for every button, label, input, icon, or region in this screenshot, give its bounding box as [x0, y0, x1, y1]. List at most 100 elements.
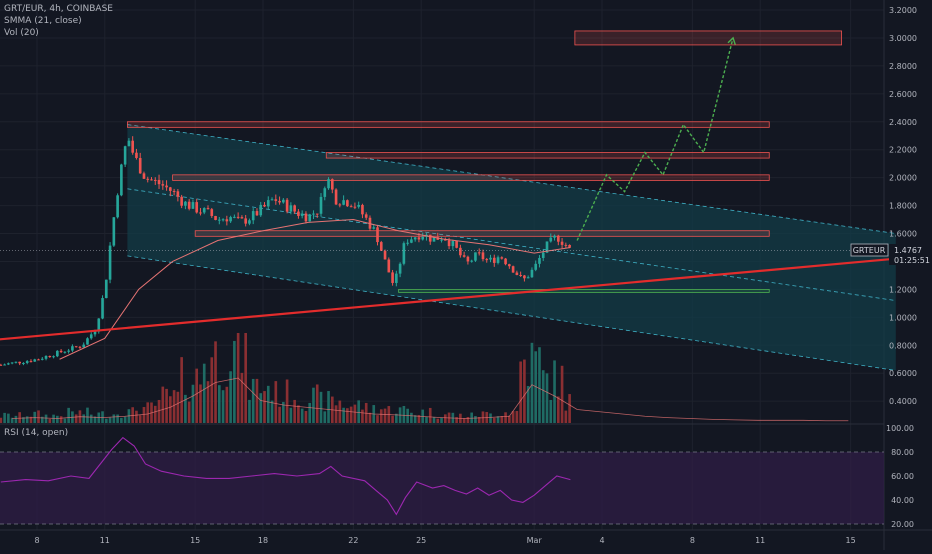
- candle-down[interactable]: [338, 204, 342, 206]
- candle-down[interactable]: [485, 259, 489, 261]
- candle-down[interactable]: [564, 244, 568, 246]
- candle-down[interactable]: [560, 241, 564, 245]
- candle-up[interactable]: [489, 257, 492, 260]
- candle-down[interactable]: [199, 212, 202, 214]
- candle-down[interactable]: [330, 179, 334, 190]
- candle-up[interactable]: [229, 217, 232, 222]
- candle-up[interactable]: [251, 211, 255, 221]
- candle-up[interactable]: [421, 236, 425, 240]
- candle-down[interactable]: [169, 187, 172, 191]
- candle-up[interactable]: [52, 356, 55, 358]
- candle-down[interactable]: [466, 256, 470, 262]
- candle-down[interactable]: [293, 205, 296, 212]
- trendline[interactable]: [0, 257, 896, 341]
- candle-down[interactable]: [206, 208, 210, 210]
- candle-down[interactable]: [455, 240, 458, 248]
- candle-up[interactable]: [104, 279, 108, 299]
- candle-down[interactable]: [172, 190, 176, 192]
- candle-down[interactable]: [165, 185, 168, 188]
- legend-symbol[interactable]: GRT/EUR, 4h, COINBASE: [4, 4, 113, 14]
- candle-up[interactable]: [40, 358, 44, 360]
- candle-up[interactable]: [413, 237, 417, 240]
- candle-up[interactable]: [312, 213, 315, 215]
- candle-down[interactable]: [477, 252, 481, 254]
- candle-down[interactable]: [436, 237, 440, 240]
- candle-up[interactable]: [3, 364, 6, 366]
- candle-up[interactable]: [33, 359, 37, 362]
- candle-down[interactable]: [150, 179, 153, 181]
- candle-up[interactable]: [451, 240, 455, 247]
- candle-up[interactable]: [534, 263, 538, 270]
- candle-up[interactable]: [89, 334, 93, 339]
- candle-down[interactable]: [376, 227, 379, 243]
- candle-up[interactable]: [398, 263, 402, 274]
- candle-up[interactable]: [545, 241, 549, 253]
- candle-down[interactable]: [346, 200, 349, 207]
- candle-down[interactable]: [131, 140, 134, 153]
- candle-up[interactable]: [25, 361, 29, 363]
- candle-down[interactable]: [0, 364, 3, 366]
- candle-down[interactable]: [334, 189, 338, 205]
- candle-up[interactable]: [86, 338, 89, 345]
- candle-down[interactable]: [383, 250, 387, 260]
- candle-down[interactable]: [568, 244, 571, 248]
- candle-up[interactable]: [496, 257, 500, 263]
- candle-down[interactable]: [379, 242, 383, 251]
- candle-down[interactable]: [285, 199, 289, 212]
- candle-down[interactable]: [161, 184, 165, 186]
- candle-down[interactable]: [74, 346, 78, 348]
- candle-down[interactable]: [492, 257, 496, 263]
- candle-up[interactable]: [108, 245, 112, 280]
- candle-down[interactable]: [508, 264, 511, 267]
- candle-up[interactable]: [282, 199, 285, 203]
- candle-up[interactable]: [120, 164, 123, 196]
- candle-up[interactable]: [112, 217, 116, 246]
- candle-up[interactable]: [22, 362, 25, 364]
- candle-up[interactable]: [67, 350, 70, 352]
- legend-volume[interactable]: Vol (20): [4, 28, 39, 38]
- candle-down[interactable]: [500, 257, 504, 259]
- candle-up[interactable]: [10, 362, 14, 364]
- candle-down[interactable]: [214, 215, 217, 220]
- candle-down[interactable]: [59, 350, 63, 353]
- candle-up[interactable]: [71, 346, 74, 351]
- candle-down[interactable]: [135, 152, 138, 158]
- candle-up[interactable]: [530, 269, 534, 278]
- candle-up[interactable]: [221, 219, 225, 221]
- candle-down[interactable]: [556, 235, 560, 242]
- candles[interactable]: [0, 136, 571, 366]
- candle-down[interactable]: [504, 258, 507, 265]
- candle-down[interactable]: [353, 206, 357, 208]
- candle-up[interactable]: [323, 188, 327, 197]
- candle-up[interactable]: [93, 331, 97, 335]
- candle-up[interactable]: [82, 344, 86, 348]
- candle-up[interactable]: [538, 257, 541, 264]
- candle-up[interactable]: [432, 237, 436, 242]
- candle-down[interactable]: [138, 157, 142, 174]
- candle-up[interactable]: [319, 196, 323, 214]
- candle-up[interactable]: [406, 242, 409, 244]
- candle-up[interactable]: [233, 216, 236, 218]
- candle-up[interactable]: [308, 214, 312, 222]
- candle-down[interactable]: [240, 217, 244, 219]
- candle-up[interactable]: [248, 220, 251, 224]
- candle-down[interactable]: [447, 240, 451, 247]
- candle-down[interactable]: [18, 361, 21, 364]
- candle-down[interactable]: [417, 237, 421, 240]
- candle-down[interactable]: [515, 272, 519, 275]
- candle-up[interactable]: [553, 235, 556, 238]
- candle-up[interactable]: [372, 227, 376, 229]
- candle-up[interactable]: [440, 239, 443, 241]
- candle-up[interactable]: [123, 146, 127, 165]
- candle-up[interactable]: [526, 277, 530, 279]
- candle-down[interactable]: [387, 259, 391, 273]
- candle-down[interactable]: [157, 179, 161, 185]
- candle-down[interactable]: [278, 200, 281, 203]
- candle-up[interactable]: [270, 199, 274, 201]
- candle-down[interactable]: [187, 201, 191, 209]
- candle-up[interactable]: [7, 363, 10, 365]
- candle-down[interactable]: [153, 179, 157, 181]
- candle-down[interactable]: [48, 355, 52, 357]
- candle-down[interactable]: [225, 219, 229, 222]
